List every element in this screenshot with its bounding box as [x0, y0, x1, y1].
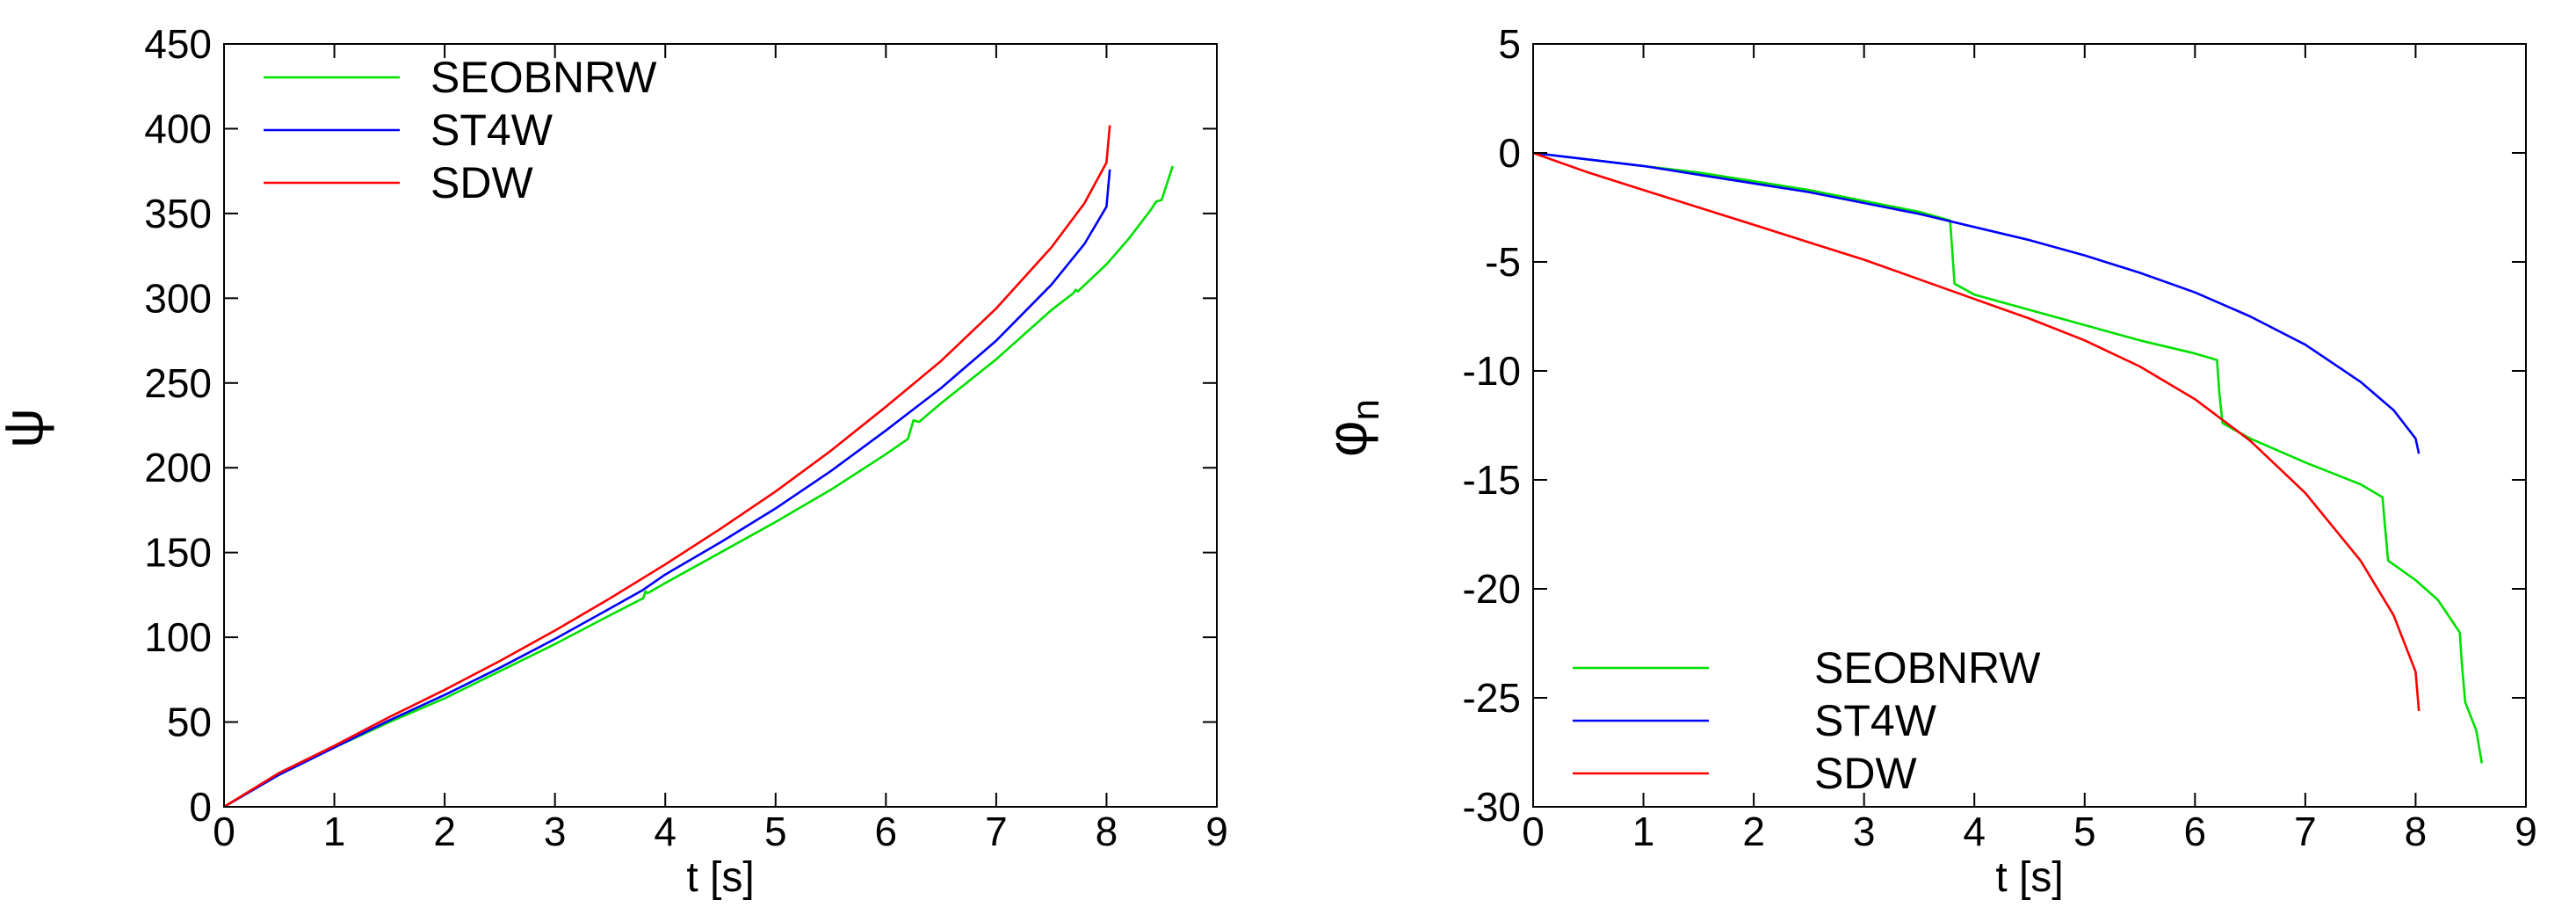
y-tick-label: 450 [144, 21, 212, 67]
y-tick-label: -15 [1463, 457, 1521, 503]
y-tick-label: -30 [1463, 784, 1521, 830]
chart-panel-1: 0 1 2 3 4 5 6 7 8 9 0 50 100 150 200 250 300 350 400 450 t [… [0, 21, 1228, 901]
y-tick-label: 0 [1498, 130, 1521, 176]
x-tick-label: 0 [1522, 809, 1545, 854]
x-axis-label: t [s] [686, 854, 754, 901]
y-axis-subscript: n [1344, 399, 1387, 420]
y-tick-label: 200 [144, 445, 212, 490]
series-line-st4w [223, 169, 1111, 809]
legend-label-seobnrw: SEOBNRW [431, 53, 657, 102]
y-tick-label: 50 [167, 700, 212, 745]
x-tick-label: 7 [985, 809, 1008, 854]
x-tick-label: 3 [1853, 809, 1876, 854]
x-axis-label: t [s] [1995, 854, 2063, 901]
x-tick-label: 6 [875, 809, 898, 854]
x-tick-label: 5 [764, 809, 787, 854]
x-tick-label: 2 [1742, 809, 1765, 854]
series-line-seobnrw [223, 165, 1175, 809]
legend-label-seobnrw: SEOBNRW [1814, 643, 2041, 693]
x-tick-label: 4 [1963, 809, 1986, 854]
y-axis-symbol: φ [1315, 420, 1378, 457]
y-tick-label: 250 [144, 360, 212, 406]
x-tick-label: 7 [2294, 809, 2317, 854]
y-tick-label: 400 [144, 105, 212, 151]
x-tick-label: 8 [1096, 809, 1118, 854]
x-tick-label: 9 [2514, 809, 2537, 854]
y-axis-label: φn [1315, 399, 1387, 457]
plot-frame [1532, 43, 2527, 808]
legend-label-st4w: ST4W [1814, 696, 1937, 745]
plot-frame [223, 43, 1218, 808]
y-tick-label: -25 [1463, 675, 1521, 721]
x-tick-label: 1 [323, 809, 346, 854]
y-tick-label: -20 [1463, 566, 1521, 612]
legend-label-st4w: ST4W [431, 105, 554, 155]
y-tick-label: 150 [144, 530, 212, 576]
y-tick-label: 350 [144, 191, 212, 236]
x-tick-label: 8 [2405, 809, 2428, 854]
y-axis-label: ψ [0, 408, 54, 448]
y-tick-label: -10 [1463, 348, 1521, 394]
legend-label-sdw: SDW [431, 158, 533, 207]
x-tick-label: 0 [213, 809, 235, 854]
y-tick-label: 0 [189, 784, 212, 830]
x-tick-label: 4 [654, 809, 677, 854]
x-tick-label: 5 [2073, 809, 2096, 854]
y-tick-label: 300 [144, 275, 212, 321]
series-line-sdw [1532, 151, 2420, 712]
y-tick-label: 100 [144, 614, 212, 660]
x-tick-label: 6 [2184, 809, 2207, 854]
legend-label-sdw: SDW [1814, 749, 1917, 798]
y-tick-label: 5 [1498, 21, 1521, 67]
x-tick-label: 9 [1205, 809, 1228, 854]
x-tick-label: 2 [433, 809, 456, 854]
x-tick-label: 3 [544, 809, 567, 854]
series-line-st4w [1532, 151, 2420, 454]
series-line-seobnrw [1532, 151, 2484, 764]
x-tick-label: 1 [1632, 809, 1655, 854]
series-line-sdw [223, 125, 1111, 809]
y-tick-label: -5 [1485, 239, 1521, 285]
y-axis-symbol: ψ [0, 408, 54, 448]
